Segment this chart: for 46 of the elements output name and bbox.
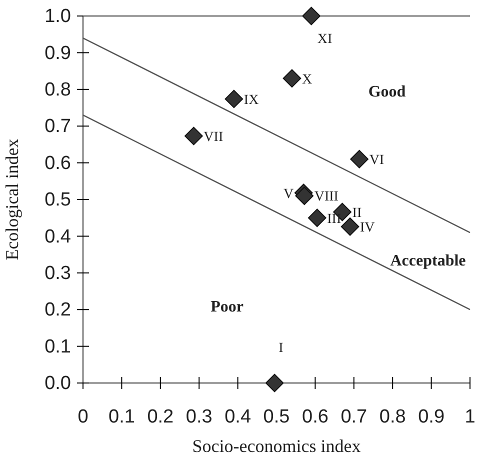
point <box>308 208 326 228</box>
x-tick-label: 0.7 <box>340 406 368 428</box>
y-axis-title: Ecological index <box>2 138 22 260</box>
point <box>340 217 360 236</box>
x-axis-title: Socio-economics index <box>192 436 361 456</box>
x-tick-label: 0.6 <box>302 406 328 428</box>
x-tick-label: 0.1 <box>108 406 135 428</box>
data-label: XI <box>317 32 332 47</box>
data-label: IX <box>244 92 259 108</box>
x-tick-label: 0.5 <box>263 406 290 428</box>
y-tick-label: 0.2 <box>44 300 71 321</box>
point <box>224 90 244 108</box>
y-tick-label: 0.5 <box>44 190 71 211</box>
data-label: VII <box>204 130 224 145</box>
point <box>184 126 203 146</box>
x-tick-label: 0.9 <box>418 406 445 428</box>
x-tick-label: 0.3 <box>186 406 212 428</box>
x-tick-label: 1 <box>464 406 476 428</box>
point <box>295 186 314 205</box>
data-label: IV <box>360 220 375 236</box>
y-tick-label: 1.0 <box>44 6 71 28</box>
y-tick-label: 0.0 <box>44 373 71 394</box>
annotation: Poor <box>210 298 244 316</box>
data-label: V <box>283 186 294 202</box>
point <box>282 69 302 88</box>
y-tick-label: 0.1 <box>44 336 71 358</box>
y-tick-label: 0.7 <box>44 116 71 138</box>
point <box>265 374 284 392</box>
y-tick-label: 0.8 <box>44 79 71 100</box>
x-tick-label: 0.8 <box>379 406 406 428</box>
y-tick-label: 0.6 <box>44 152 71 174</box>
data-label: II <box>352 206 362 221</box>
point <box>302 6 320 26</box>
data-label: I <box>278 340 284 356</box>
point <box>350 150 368 168</box>
y-tick-label: 0.3 <box>44 262 71 284</box>
data-label: VIII <box>314 190 339 205</box>
data-label: X <box>302 72 312 88</box>
annotation: Good <box>368 84 406 101</box>
data-label: VI <box>369 153 384 168</box>
y-tick-label: 0.9 <box>44 42 71 64</box>
x-tick-label: 0 <box>78 406 88 428</box>
annotation: Acceptable <box>390 252 466 270</box>
y-tick-label: 0.4 <box>44 226 72 248</box>
x-tick-label: 0.4 <box>224 406 252 428</box>
x-tick-label: 0.2 <box>147 406 174 428</box>
